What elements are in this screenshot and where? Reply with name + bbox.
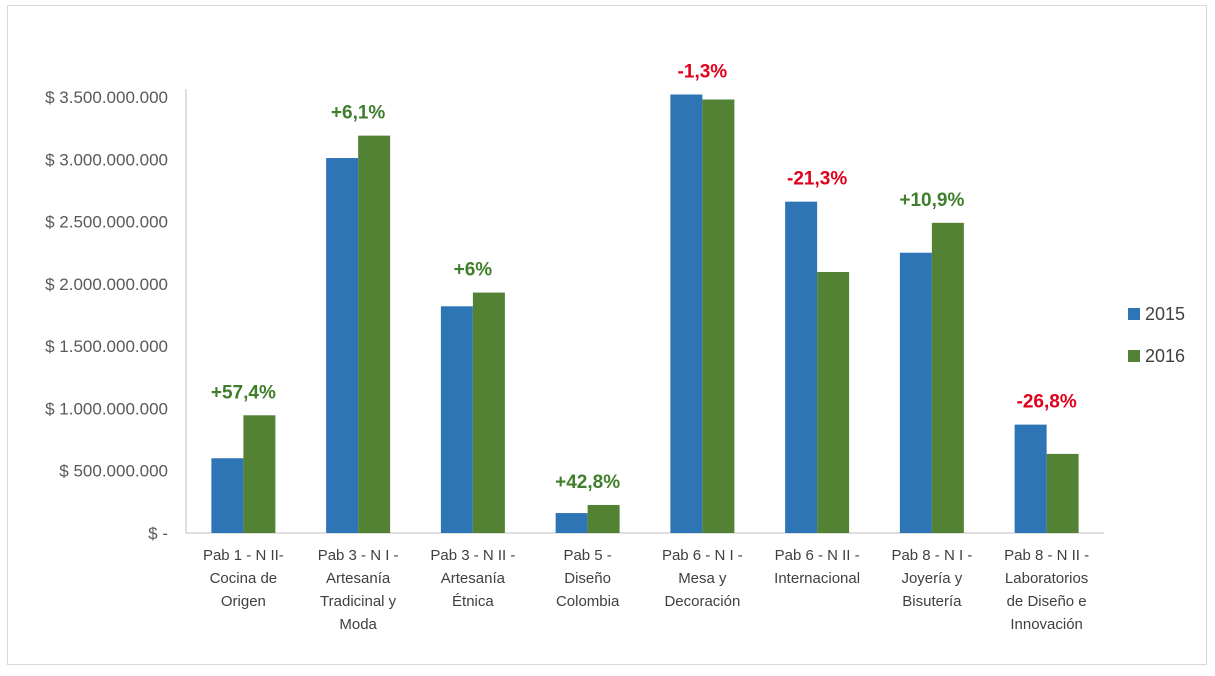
change-annotation: +6% <box>454 260 493 281</box>
y-tick-label: $ 3.500.000.000 <box>45 88 168 107</box>
bar-2016 <box>817 272 850 533</box>
bar-2016 <box>1046 453 1079 533</box>
x-category-label: Pab 3 - N I - Artesanía Tradicinal y Moda <box>318 547 399 633</box>
legend-swatch-2016 <box>1128 350 1140 362</box>
bar-2015 <box>899 252 932 533</box>
x-category-label-line: Pab 3 - N I - <box>318 547 399 564</box>
x-category-label-line: Pab 5 - <box>563 547 611 564</box>
x-category-label-line: Artesanía <box>441 570 506 587</box>
x-category-label-line: Étnica <box>452 593 494 610</box>
bar-2016 <box>472 292 505 533</box>
x-category-label-line: Decoración <box>664 593 740 610</box>
change-annotation: -1,3% <box>678 62 728 83</box>
x-category-label: Pab 8 - N I - Joyería y Bisutería <box>891 547 972 610</box>
x-category-label-line: Tradicinal y <box>320 593 397 610</box>
x-category-label-line: Diseño <box>564 570 611 587</box>
change-annotation: +57,4% <box>211 382 276 403</box>
x-category-label-line: Mesa y <box>678 570 727 587</box>
x-category-label-line: Moda <box>339 616 377 633</box>
y-tick-label: $ 500.000.000 <box>59 462 168 481</box>
x-category-label-line: de Diseño e <box>1007 593 1087 610</box>
chart-frame <box>7 5 1207 665</box>
bar-2015 <box>211 458 244 533</box>
x-category-label: Pab 1 - N II- Cocina de Origen <box>203 547 284 610</box>
x-category-label-line: Artesanía <box>326 570 391 587</box>
bar-2015 <box>440 306 473 533</box>
x-category-label-line: Pab 6 - N II - <box>775 547 860 564</box>
legend-label-2016: 2016 <box>1145 346 1185 366</box>
bar-2016 <box>243 415 276 533</box>
change-annotation: +6,1% <box>331 103 386 124</box>
x-category-label: Pab 6 - N I - Mesa y Decoración <box>662 547 743 610</box>
x-category-label-line: Colombia <box>556 593 620 610</box>
legend-swatch-2015 <box>1128 308 1140 320</box>
x-category-label-line: Pab 8 - N II - <box>1004 547 1089 564</box>
bar-2015 <box>1014 424 1047 533</box>
y-tick-label: $ 1.000.000.000 <box>45 399 168 418</box>
change-annotation: +42,8% <box>555 472 620 493</box>
y-tick-label: $ - <box>148 524 168 543</box>
change-annotation: -26,8% <box>1017 392 1077 413</box>
legend-label-2015: 2015 <box>1145 304 1185 324</box>
x-category-label-line: Bisutería <box>902 593 962 610</box>
bar-2016 <box>587 504 620 533</box>
bar-2015 <box>555 513 588 533</box>
bar-2016 <box>931 222 964 533</box>
y-tick-label: $ 1.500.000.000 <box>45 337 168 356</box>
y-tick-label: $ 2.000.000.000 <box>45 275 168 294</box>
bar-2015 <box>785 201 818 533</box>
x-category-label: Pab 6 - N II - Internacional <box>774 547 860 587</box>
x-category-label-line: Innovación <box>1010 616 1083 633</box>
x-category-label-line: Origen <box>221 593 266 610</box>
x-category-label: Pab 8 - N II - Laboratorios de Diseño e Inn… <box>1004 547 1089 633</box>
x-category-label-line: Pab 6 - N I - <box>662 547 743 564</box>
bar-2015 <box>326 158 359 534</box>
change-annotation: -21,3% <box>787 169 847 190</box>
y-tick-label: $ 2.500.000.000 <box>45 213 168 232</box>
bar-2016 <box>358 135 391 534</box>
bar-2016 <box>702 99 735 534</box>
x-category-label-line: Internacional <box>774 570 860 587</box>
y-tick-label: $ 3.000.000.000 <box>45 150 168 169</box>
x-category-label-line: Pab 3 - N II - <box>430 547 515 564</box>
x-category-label-line: Laboratorios <box>1005 570 1088 587</box>
bar-2015 <box>670 94 703 533</box>
x-category-label-line: Cocina de <box>210 570 278 587</box>
x-category-label: Pab 3 - N II - Artesanía Étnica <box>430 547 515 610</box>
x-category-label-line: Joyería y <box>901 570 962 587</box>
change-annotation: +10,9% <box>899 190 964 211</box>
x-category-label: Pab 5 - Diseño Colombia <box>556 547 620 610</box>
x-category-label-line: Pab 8 - N I - <box>891 547 972 564</box>
x-category-label-line: Pab 1 - N II- <box>203 547 284 564</box>
